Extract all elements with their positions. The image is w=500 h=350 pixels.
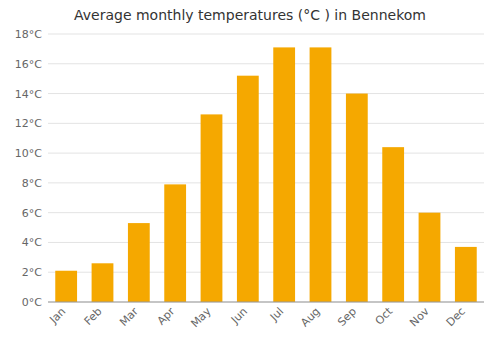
y-tick-label: 6°C: [22, 207, 42, 220]
grid-line: [48, 34, 484, 35]
x-tick-label: Nov: [407, 305, 432, 330]
grid-line: [48, 123, 484, 124]
y-tick-label: 0°C: [22, 296, 42, 309]
grid-line: [48, 93, 484, 94]
bar: [346, 94, 368, 302]
grid: [48, 34, 484, 302]
bar: [273, 47, 295, 302]
x-tick-label: Aug: [298, 305, 322, 329]
y-tick-label: 4°C: [22, 236, 42, 249]
x-tick-label: Jun: [228, 305, 250, 327]
grid-line: [48, 302, 484, 303]
bar: [164, 184, 186, 302]
grid-line: [48, 182, 484, 183]
y-tick-label: 16°C: [15, 58, 42, 71]
bar: [419, 213, 441, 302]
x-axis-line: [48, 302, 484, 303]
y-tick-label: 12°C: [15, 117, 42, 130]
bar: [92, 263, 114, 302]
x-axis: Jan Feb Mar Apr May Jun Jul Aug Sep Oct Nov Dec: [46, 304, 468, 330]
x-tick-label: Sep: [335, 305, 359, 329]
bar: [55, 271, 77, 302]
y-tick-label: 2°C: [22, 266, 42, 279]
bar: [201, 114, 223, 302]
bar: [455, 247, 477, 302]
bar: [128, 223, 150, 302]
grid-line: [48, 153, 484, 154]
y-tick-label: 10°C: [15, 147, 42, 160]
x-tick-label: Jan: [46, 305, 68, 327]
chart-title: Average monthly temperatures (°C ) in Be…: [74, 7, 426, 23]
y-tick-label: 8°C: [22, 177, 42, 190]
x-tick-label: Jul: [267, 305, 286, 324]
chart-svg: Average monthly temperatures (°C ) in Be…: [0, 0, 500, 350]
bar: [310, 47, 332, 302]
bar: [382, 147, 404, 302]
x-tick-label: Feb: [82, 305, 105, 328]
x-tick-label: Dec: [444, 305, 468, 329]
bar: [237, 76, 259, 302]
x-tick-label: May: [188, 305, 214, 331]
x-tick-label: Oct: [373, 304, 396, 327]
chart-container: Average monthly temperatures (°C ) in Be…: [0, 0, 500, 350]
x-tick-label: Apr: [155, 305, 178, 328]
y-tick-label: 14°C: [15, 88, 42, 101]
bars: [55, 47, 476, 302]
y-tick-label: 18°C: [15, 28, 42, 41]
x-tick-label: Mar: [117, 305, 141, 329]
grid-line: [48, 63, 484, 64]
y-axis: 0°C 2°C 4°C 6°C 8°C 10°C 12°C 14°C 16°C 18°C: [15, 28, 42, 309]
